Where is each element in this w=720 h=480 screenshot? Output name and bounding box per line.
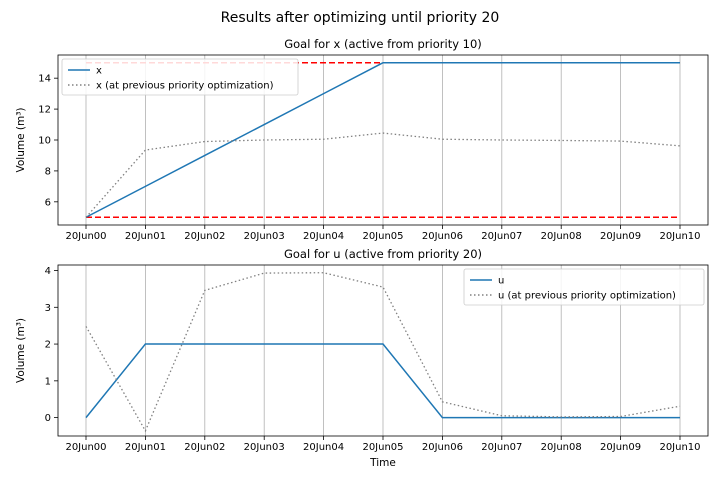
x-tick-label: 20Jun02 (184, 442, 225, 453)
y-tick-label: 10 (38, 136, 51, 147)
legend-label: u (at previous priority optimization) (498, 291, 676, 302)
x-tick-label: 20Jun10 (659, 231, 700, 242)
x-tick-label: 20Jun07 (481, 442, 522, 453)
x-tick-label: 20Jun06 (422, 231, 463, 242)
chart-title: Goal for x (active from priority 10) (284, 37, 482, 51)
series-line-previous (85, 132, 681, 218)
y-tick-label: 12 (38, 105, 51, 116)
y-tick-label: 14 (38, 74, 51, 85)
x-tick-label: 20Jun08 (541, 231, 582, 242)
chart-x-goal: Goal for x (active from priority 10) 20Ju… (15, 37, 709, 242)
x-tick-label: 20Jun04 (303, 231, 344, 242)
x-tick-label: 20Jun05 (362, 442, 403, 453)
x-tick-label: 20Jun00 (65, 442, 106, 453)
y-axis-label: Volume (m³) (15, 318, 27, 383)
y-tick-label: 0 (45, 413, 51, 424)
x-tick-label: 20Jun09 (600, 442, 641, 453)
x-tick-label: 20Jun01 (125, 442, 166, 453)
x-tick-label: 20Jun05 (362, 231, 403, 242)
x-tick-label: 20Jun07 (481, 231, 522, 242)
x-axis-label: Time (369, 457, 396, 469)
legend-label: x (96, 66, 102, 77)
series-line-current (85, 61, 680, 218)
x-tick-label: 20Jun08 (541, 442, 582, 453)
legend-label: x (at previous priority optimization) (96, 81, 274, 92)
y-tick-label: 8 (45, 166, 51, 177)
legend-frame (463, 268, 705, 306)
figure-suptitle: Results after optimizing until priority … (221, 10, 500, 26)
x-tick-label: 20Jun06 (422, 442, 463, 453)
x-tick-label: 20Jun03 (244, 231, 285, 242)
chart-u-goal: Goal for u (active from priority 20) 20Ju… (15, 247, 709, 469)
x-tick-label: 20Jun02 (184, 231, 225, 242)
y-tick-label: 3 (45, 303, 51, 314)
x-tick-label: 20Jun09 (600, 231, 641, 242)
y-tick-label: 1 (45, 376, 51, 387)
y-axis-label: Volume (m³) (15, 107, 27, 172)
x-tick-label: 20Jun01 (125, 231, 166, 242)
x-tick-label: 20Jun10 (659, 442, 700, 453)
legend: x x (at previous priority optimization) (61, 58, 299, 96)
y-tick-label: 2 (45, 340, 51, 351)
series-line-previous (85, 272, 681, 433)
y-tick-label: 4 (45, 266, 51, 277)
y-tick-label: 6 (45, 197, 51, 208)
series-line-current (85, 343, 680, 419)
legend-frame (61, 58, 299, 96)
legend: u u (at previous priority optimization) (463, 268, 705, 306)
legend-label: u (498, 276, 504, 287)
chart-title: Goal for u (active from priority 20) (284, 247, 482, 261)
x-tick-label: 20Jun03 (244, 442, 285, 453)
x-tick-label: 20Jun04 (303, 442, 344, 453)
x-tick-label: 20Jun00 (65, 231, 106, 242)
